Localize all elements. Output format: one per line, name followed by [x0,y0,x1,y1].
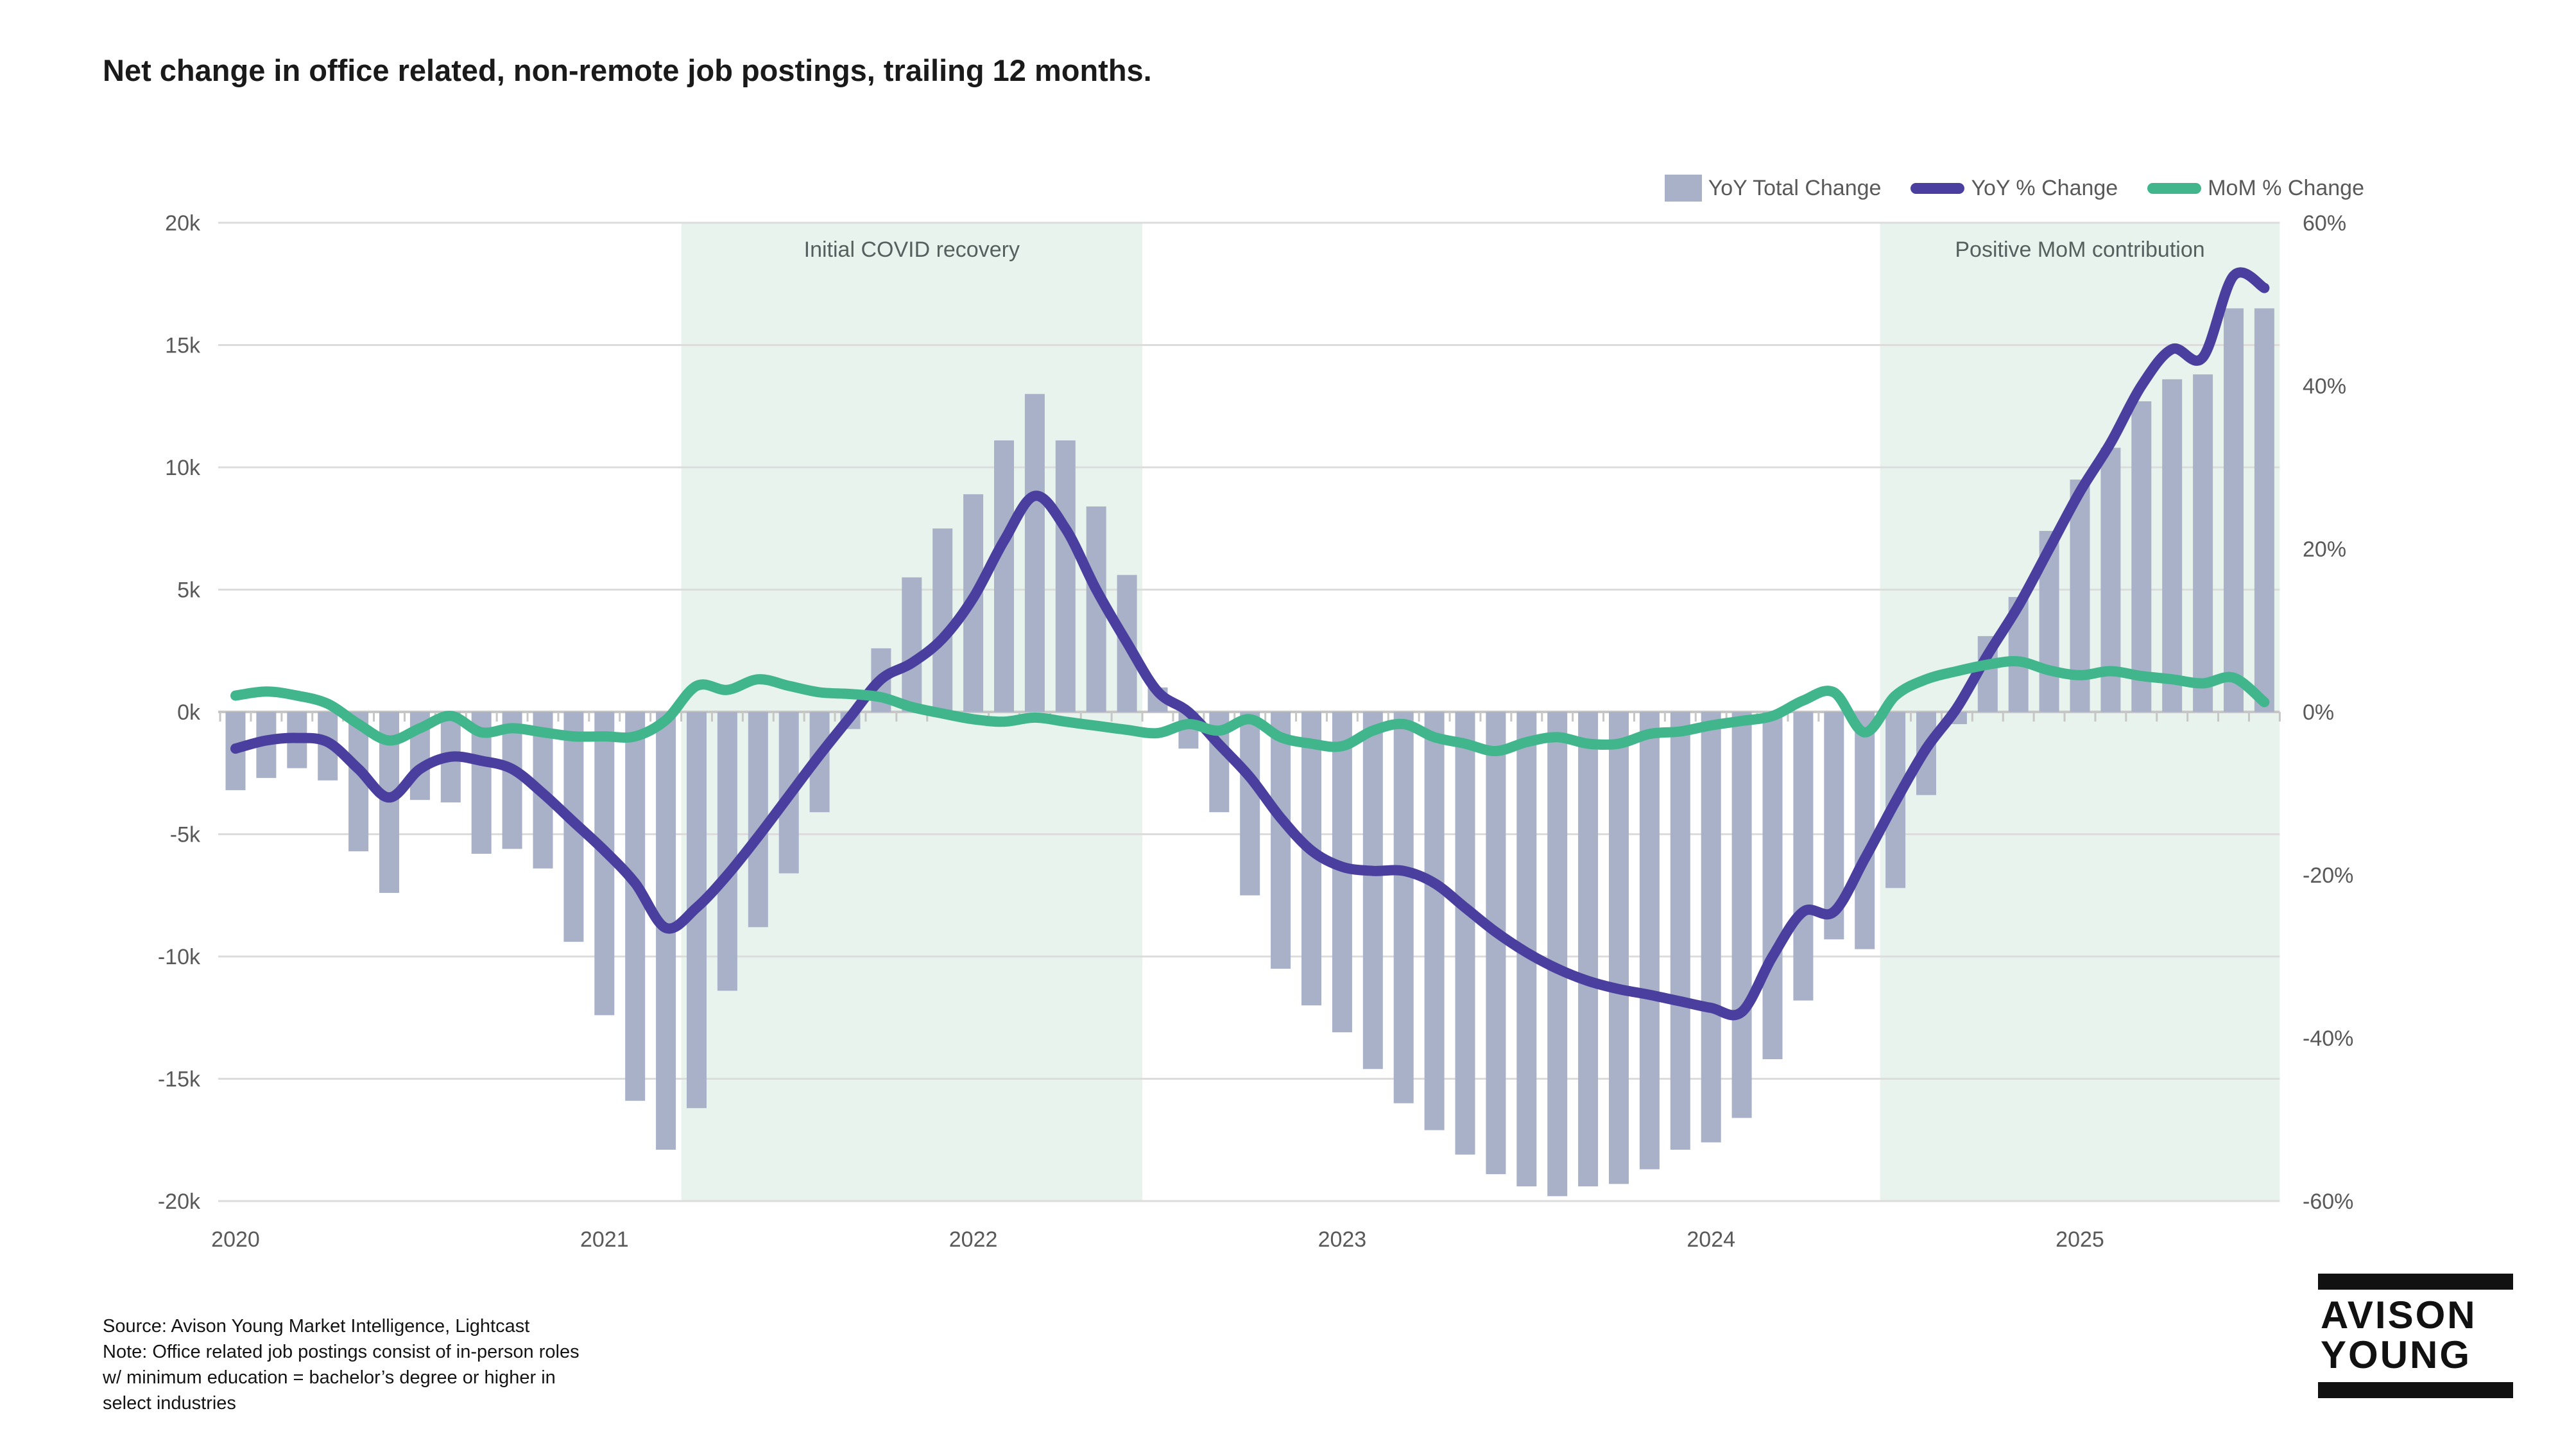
bar [502,712,522,849]
bar [717,712,737,991]
y-axis-right-label: -20% [2303,863,2353,888]
legend-item-mom-percent: MoM % Change [2147,176,2364,201]
source-note-line: select industries [103,1393,236,1414]
bar [1855,712,1875,949]
bar [1055,440,1076,712]
bar [2224,308,2244,713]
bar [994,440,1014,712]
legend: YoY Total Change YoY % Change MoM % Change [1664,168,2364,208]
logo-text-line1: AVISON [2321,1294,2477,1337]
page-title: Net change in office related, non-remote… [103,53,1152,87]
y-axis-left-label: 10k [165,456,201,480]
bar [1670,712,1690,1150]
y-axis-right-label: 40% [2303,374,2346,399]
logo-bottom-bar [2318,1382,2513,1398]
y-axis-left-label: 15k [165,334,201,358]
y-axis-right-label: 20% [2303,537,2346,562]
x-axis-year-label: 2022 [949,1227,998,1252]
bar [1639,712,1660,1170]
y-axis-right-label: -60% [2303,1190,2353,1214]
bar [2162,379,2183,712]
source-note: Source: Avison Young Market Intelligence… [103,1313,580,1416]
y-axis-left-label: -20k [158,1190,201,1214]
bar [1271,712,1291,969]
bar [1701,712,1721,1143]
region-label: Positive MoM contribution [1955,238,2204,262]
y-axis-left-label: -15k [158,1068,201,1092]
x-axis-year-label: 2023 [1318,1227,1367,1252]
bar [932,528,953,712]
y-axis-right-label: 60% [2303,211,2346,236]
y-axis-right-label: 0% [2303,700,2334,725]
bar-swatch-icon [1664,175,1702,202]
legend-item-yoy-total: YoY Total Change [1664,175,1882,202]
legend-label: YoY % Change [1971,175,2118,200]
line-swatch-icon [2147,182,2202,194]
bar [1731,712,1752,1118]
bar [2254,308,2274,713]
bar [2193,374,2213,712]
bar [1362,712,1383,1069]
legend-label: MoM % Change [2208,175,2364,200]
bar [1486,712,1506,1175]
legend-label: YoY Total Change [1708,175,1882,200]
bar [1762,712,1783,1060]
line-swatch-icon [1911,182,1965,194]
mom-percent-line [230,655,2270,756]
bar [1240,712,1260,896]
bar [1578,712,1599,1187]
y-axis-left-label: 20k [165,211,201,236]
logo-top-bar [2318,1274,2513,1290]
x-axis-year-label: 2025 [2056,1227,2104,1252]
y-axis-right-label: -40% [2303,1026,2353,1051]
y-axis-left-label: -10k [158,945,201,969]
bar [1793,712,1814,1001]
bar [1393,712,1414,1103]
bar [1547,712,1568,1197]
bar [1424,712,1445,1130]
bar [1455,712,1475,1155]
x-axis-year-label: 2024 [1687,1227,1735,1252]
source-note-line: w/ minimum education = bachelor’s degree… [103,1367,556,1388]
y-axis-left-label: 5k [177,578,201,603]
bar [1024,394,1045,712]
yoy-percent-line [230,267,2270,1021]
x-axis-year-label: 2020 [211,1227,260,1252]
avison-young-logo: AVISON YOUNG [2318,1274,2513,1398]
region-label: Initial COVID recovery [804,238,1020,262]
bar [625,712,646,1101]
y-axis-left-label: 0k [177,700,201,725]
source-note-line: Note: Office related job postings consis… [103,1342,580,1362]
y-axis-left-label: -5k [170,823,201,847]
legend-item-yoy-percent: YoY % Change [1911,176,2118,201]
logo-text-line2: YOUNG [2321,1333,2472,1376]
x-axis-year-label: 2021 [580,1227,629,1252]
source-note-line: Source: Avison Young Market Intelligence… [103,1316,530,1337]
bar [1609,712,1629,1184]
bar [2131,401,2152,712]
bar [902,577,922,712]
